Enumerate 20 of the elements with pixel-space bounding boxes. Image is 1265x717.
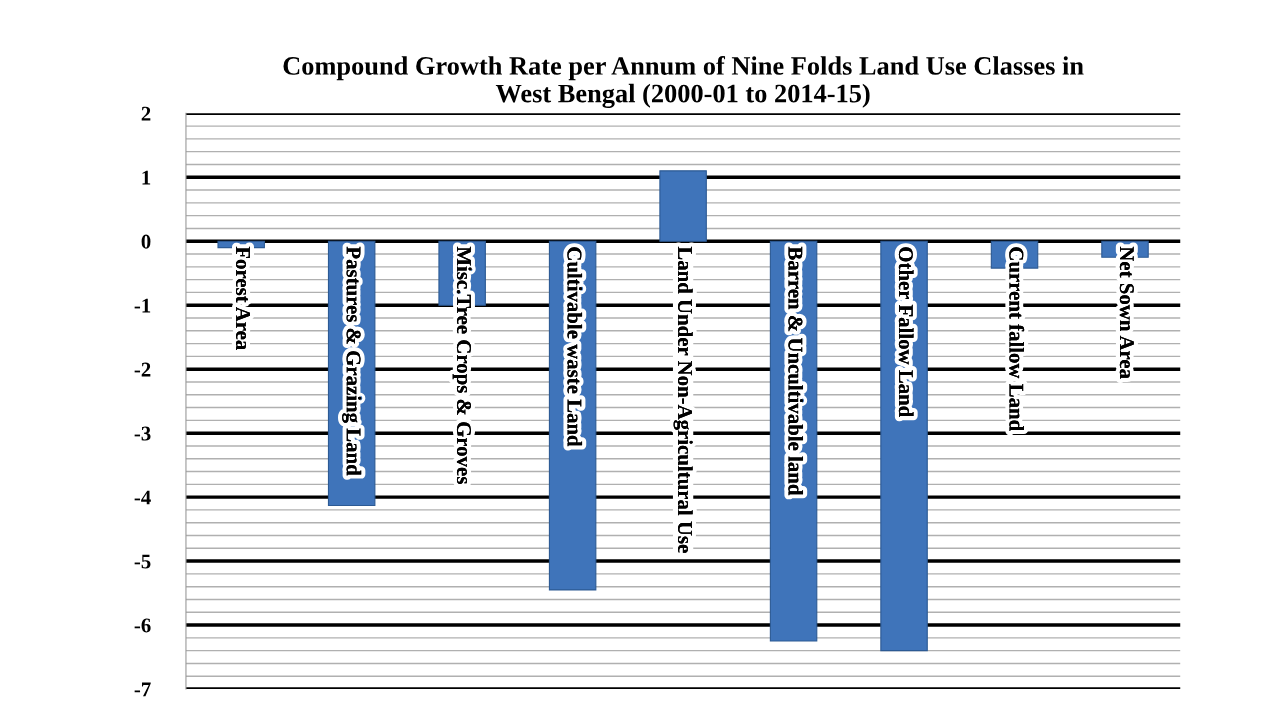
x-tick-label: Current fallow Land [1009, 247, 1025, 431]
y-tick-label: -2 [134, 362, 151, 377]
y-tick-label: 1 [142, 170, 151, 185]
y-tick-label: 0 [141, 234, 151, 249]
x-tick-label: Land Under Non-Agricultural Use [673, 246, 693, 553]
x-tick-label: Cultivable waste Land [567, 247, 583, 447]
y-tick-label: -5 [134, 554, 151, 569]
y-tick-label: -3 [134, 426, 151, 441]
x-tick-label: Misc.Tree Crops & Groves [452, 246, 472, 484]
x-tick-label: Forest Area [235, 246, 250, 350]
y-tick-label: 2 [141, 106, 151, 121]
x-tick-label: Other Fallow Land [898, 247, 914, 418]
y-tick-label: -7 [134, 682, 151, 697]
y-tick-label: -6 [134, 618, 151, 633]
x-tick-label: Barren & Uncultivable land [788, 246, 804, 496]
y-tick-label: -1 [134, 298, 151, 313]
x-tick-label: Net Sown Area [1119, 246, 1134, 379]
chart-title: Compound Growth Rate per Annum of Nine Folds Land Use Classes in West Bengal (2000-01 to 2014-15) [283, 56, 1084, 108]
x-tick-label: Pastures & Grazing Land [342, 246, 362, 476]
y-tick-label: -4 [134, 490, 151, 505]
